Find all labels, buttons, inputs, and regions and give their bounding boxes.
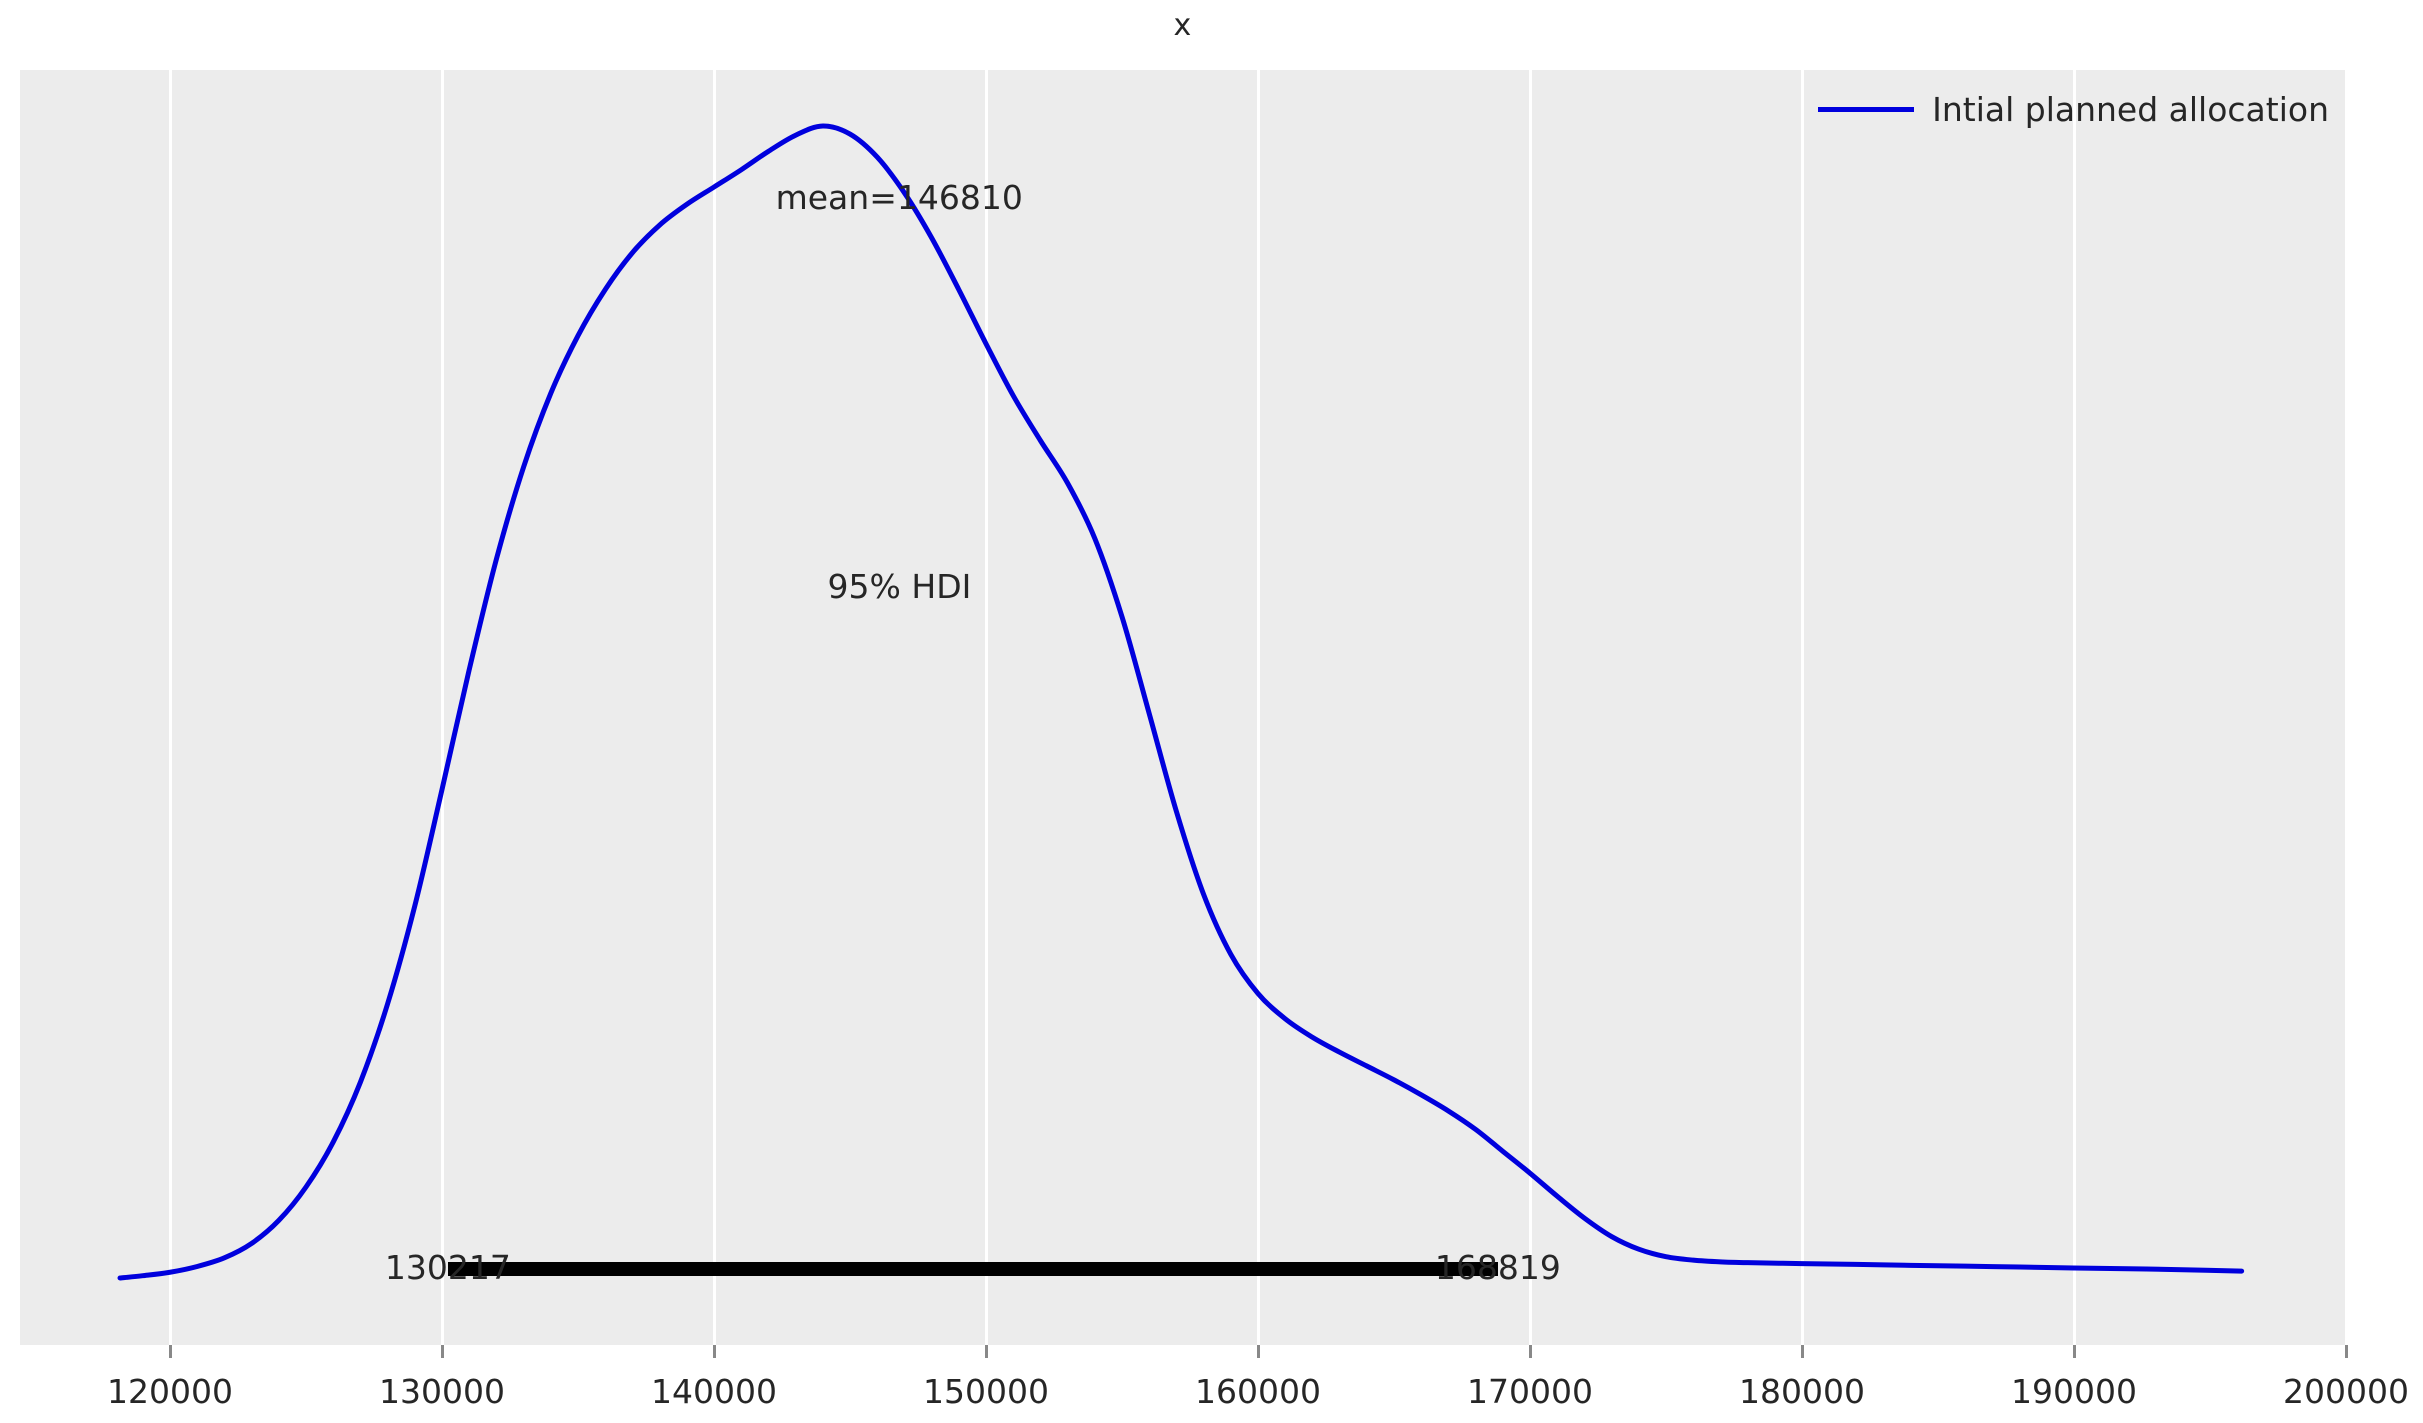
legend: Intial planned allocation — [1818, 90, 2329, 129]
tick-mark-160000 — [1256, 1345, 1260, 1358]
x-tick-label: 200000 — [2283, 1372, 2409, 1411]
hdi-upper-bound-label: 168819 — [1434, 1248, 1561, 1287]
hdi-interval-bar — [447, 1262, 1498, 1276]
gridline-x-200000 — [2344, 70, 2348, 1345]
tick-mark-170000 — [1528, 1345, 1532, 1358]
x-tick-label: 120000 — [107, 1372, 233, 1411]
gridline-x-120000 — [168, 70, 172, 1345]
hdi-lower-bound-label: 130217 — [384, 1248, 511, 1287]
x-tick-label: 140000 — [651, 1372, 777, 1411]
density-curve-svg — [117, 123, 2245, 1281]
gridline-x-180000 — [1800, 70, 1804, 1345]
tick-mark-150000 — [984, 1345, 988, 1358]
legend-item-label: Intial planned allocation — [1932, 90, 2329, 129]
gridline-x-130000 — [440, 70, 444, 1345]
tick-mark-200000 — [2344, 1345, 2348, 1358]
x-tick-label: 170000 — [1467, 1372, 1593, 1411]
mean-annotation: mean=146810 — [775, 178, 1023, 217]
gridlines — [20, 70, 2348, 1345]
x-tick-label: 150000 — [923, 1372, 1049, 1411]
gridline-x-140000 — [712, 70, 716, 1345]
gridline-x-190000 — [2072, 70, 2076, 1345]
gridline-x-170000 — [1528, 70, 1532, 1345]
tick-mark-120000 — [168, 1345, 172, 1358]
tick-mark-190000 — [2072, 1345, 2076, 1358]
x-tick-label: 180000 — [1739, 1372, 1865, 1411]
x-tick-label: 190000 — [2011, 1372, 2137, 1411]
annotation-layer: mean=146810 95% HDI 130217 168819 — [20, 70, 2345, 1345]
tick-mark-140000 — [712, 1345, 716, 1358]
page-title: x — [1173, 8, 1192, 43]
plot-area: mean=146810 95% HDI 130217 168819 Intial… — [20, 70, 2348, 1345]
density-curve-path — [117, 123, 2245, 1281]
tick-mark-130000 — [440, 1345, 444, 1358]
x-tick-label: 130000 — [379, 1372, 505, 1411]
gridline-x-150000 — [984, 70, 988, 1345]
x-tick-label: 160000 — [1195, 1372, 1321, 1411]
hdi-annotation: 95% HDI — [827, 567, 972, 606]
legend-line-swatch — [1818, 107, 1915, 112]
gridline-x-160000 — [1256, 70, 1260, 1345]
tick-mark-180000 — [1800, 1345, 1804, 1358]
